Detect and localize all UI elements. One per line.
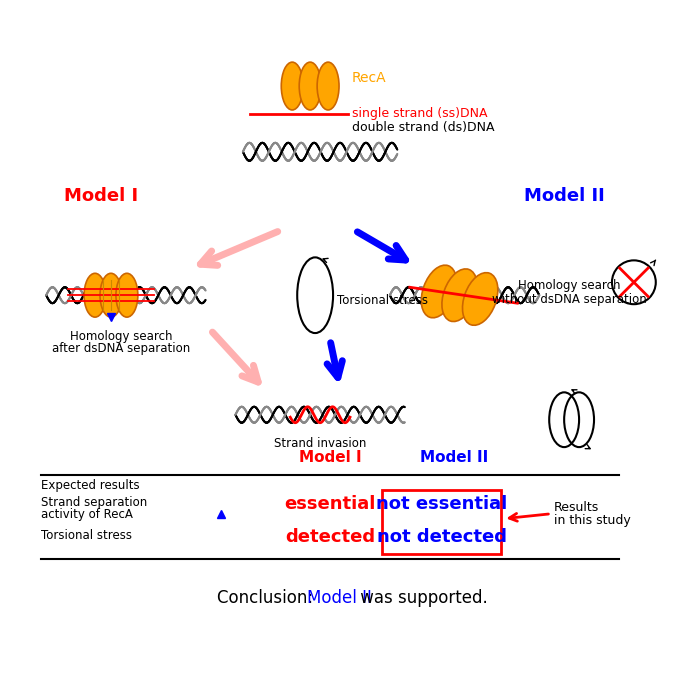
Text: Model II: Model II xyxy=(524,187,605,204)
Ellipse shape xyxy=(421,265,456,318)
Text: Conclusion:: Conclusion: xyxy=(217,589,318,607)
Text: activity of RecA: activity of RecA xyxy=(41,508,133,522)
Text: single strand (ss)DNA: single strand (ss)DNA xyxy=(352,107,487,120)
Bar xyxy=(382,491,501,554)
Text: Model II: Model II xyxy=(307,589,372,607)
Ellipse shape xyxy=(463,273,498,326)
Text: essential: essential xyxy=(284,496,376,513)
Text: Strand invasion: Strand invasion xyxy=(274,437,366,449)
Text: Model I: Model I xyxy=(299,449,361,465)
Ellipse shape xyxy=(84,273,106,317)
Ellipse shape xyxy=(317,62,339,110)
Ellipse shape xyxy=(281,62,303,110)
Ellipse shape xyxy=(442,269,477,321)
Text: after dsDNA separation: after dsDNA separation xyxy=(52,342,190,355)
Text: in this study: in this study xyxy=(554,514,631,526)
Text: Model II: Model II xyxy=(421,449,489,465)
Text: Strand separation: Strand separation xyxy=(41,496,148,510)
Text: Model I: Model I xyxy=(64,187,138,204)
Text: Torsional stress: Torsional stress xyxy=(337,294,428,307)
Text: Expected results: Expected results xyxy=(41,480,140,493)
Text: Results: Results xyxy=(554,500,599,514)
Text: Homology search: Homology search xyxy=(70,330,172,343)
Text: RecA: RecA xyxy=(352,71,386,85)
Text: Homology search: Homology search xyxy=(518,279,620,292)
Ellipse shape xyxy=(116,273,138,317)
Text: double strand (ds)DNA: double strand (ds)DNA xyxy=(352,121,494,134)
Text: was supported.: was supported. xyxy=(356,589,488,607)
Text: without dsDNA separation: without dsDNA separation xyxy=(492,293,647,306)
Text: Torsional stress: Torsional stress xyxy=(41,529,132,542)
Text: detected: detected xyxy=(285,528,375,546)
Ellipse shape xyxy=(100,273,122,317)
Text: not essential: not essential xyxy=(376,496,508,513)
Ellipse shape xyxy=(299,62,321,110)
Text: not detected: not detected xyxy=(377,528,507,546)
